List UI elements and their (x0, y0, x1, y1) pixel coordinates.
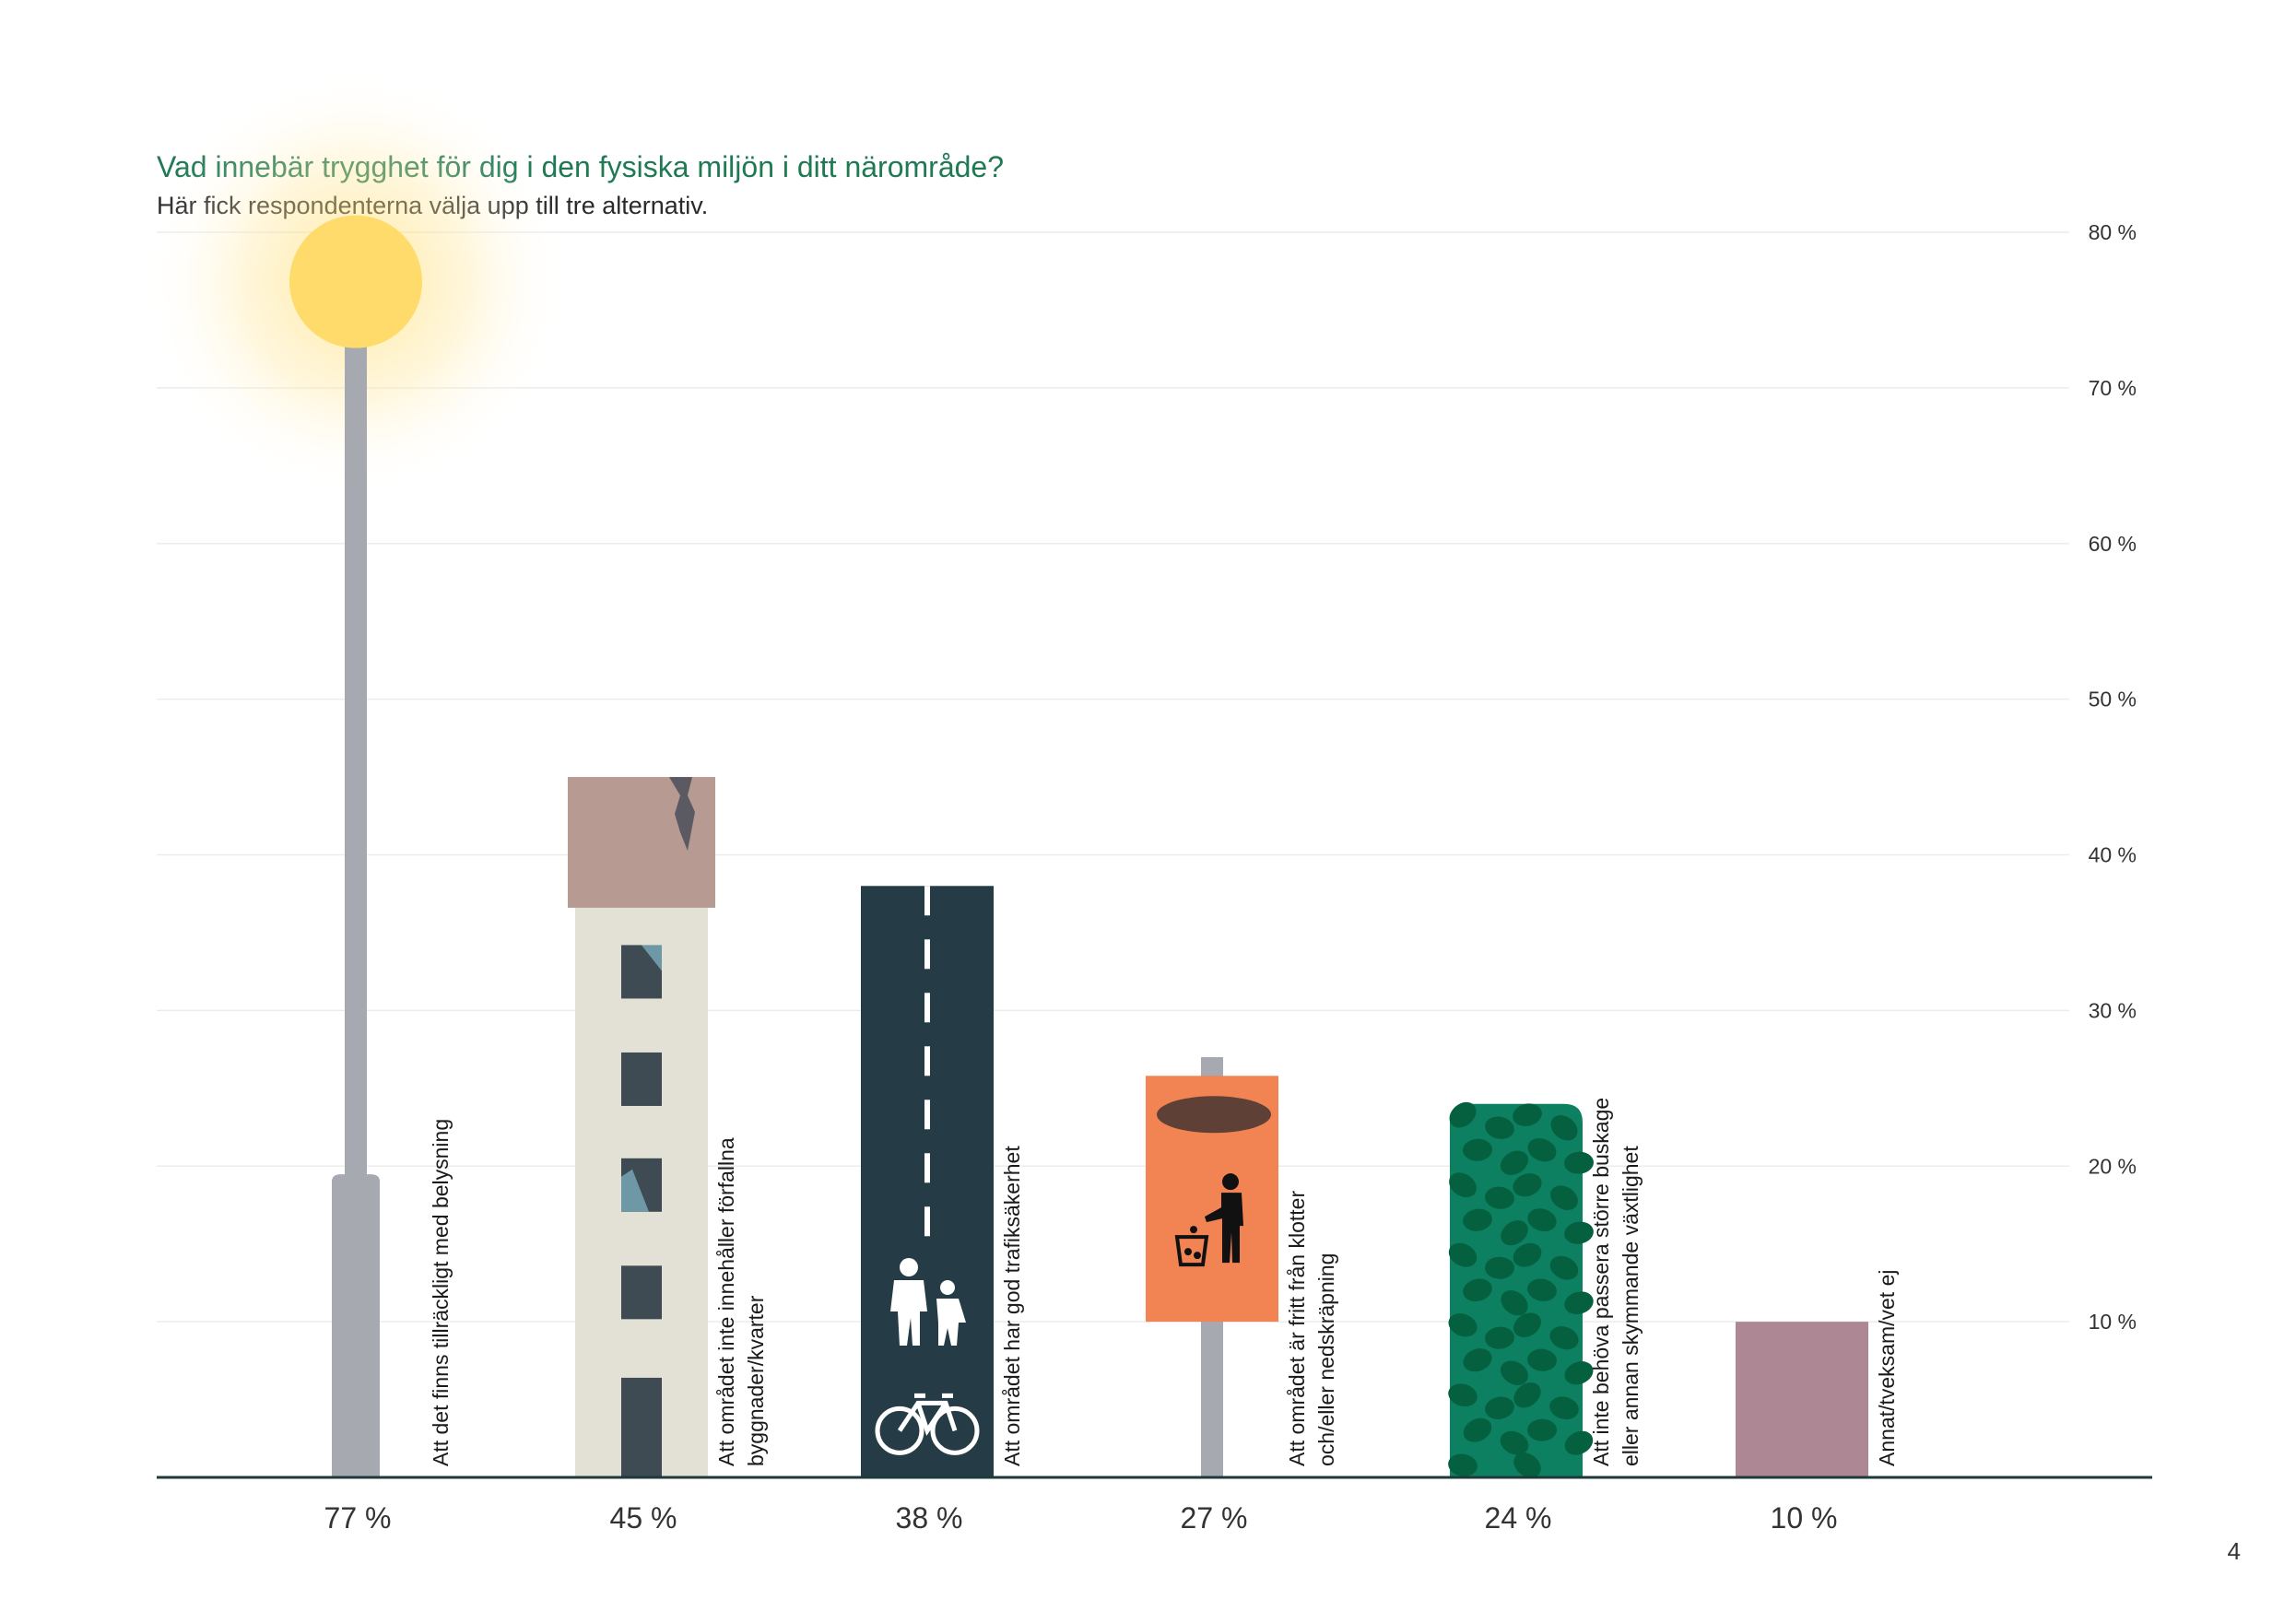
value-label: 24 % (1485, 1501, 1552, 1535)
building-door (621, 1377, 662, 1477)
hedge-leaf (1564, 1430, 1594, 1455)
lamp-light (289, 215, 422, 348)
category-label: Att området inte innehåller förfallna (714, 1137, 738, 1466)
road-marking (924, 886, 930, 916)
hedge-leaf (1513, 1312, 1541, 1337)
hedge (1450, 1103, 1583, 1477)
category-label: Att området har god trafiksäkerhet (1000, 1146, 1024, 1466)
hedge-leaf (1564, 1221, 1594, 1244)
hedge-leaf (1501, 1290, 1528, 1316)
sign-hole (1157, 1096, 1271, 1134)
hedge-leaf (1549, 1255, 1579, 1280)
hedge-leaf (1449, 1172, 1477, 1198)
category-label: Att det finns tillräckligt med belysning (429, 1119, 453, 1466)
y-tick-label: 70 % (2089, 376, 2137, 400)
hedge-leaf (1527, 1208, 1557, 1232)
littering-icon (1174, 1173, 1243, 1267)
y-tick-label: 10 % (2089, 1310, 2137, 1334)
bicycle-icon (875, 1393, 980, 1455)
value-label: 45 % (610, 1501, 677, 1535)
category-label: och/eller nedskräpning (1314, 1253, 1338, 1466)
window-glass (642, 945, 662, 971)
y-tick-label: 20 % (2089, 1154, 2137, 1178)
road-marking (924, 939, 930, 970)
hedge-leaf (1463, 1417, 1492, 1442)
building-window (621, 1052, 662, 1106)
hedge-leaf (1501, 1360, 1528, 1385)
value-label: 10 % (1771, 1501, 1838, 1535)
hedge-leaf (1485, 1326, 1514, 1349)
hedge-leaf (1527, 1418, 1557, 1441)
y-tick-label: 80 % (2089, 220, 2137, 244)
building-window (621, 1265, 662, 1320)
hedge-leaf (1513, 1173, 1542, 1197)
hedge-leaf (1448, 1383, 1478, 1407)
hedge-leaf (1485, 1256, 1514, 1279)
hedge-leaf (1500, 1430, 1529, 1455)
roof-crack (669, 777, 695, 852)
hedge-leaf (1527, 1138, 1557, 1162)
hedge-leaf (1527, 1278, 1557, 1301)
hedge-leaf (1485, 1116, 1514, 1139)
hedge-leaf (1463, 1278, 1492, 1302)
hedge-leaf (1549, 1326, 1579, 1350)
lamp-base (332, 1174, 380, 1477)
window-glass (621, 1169, 649, 1212)
hedge-leaf (1550, 1114, 1578, 1141)
value-label: 38 % (896, 1501, 963, 1535)
road-marking (924, 1100, 930, 1130)
road-marking (924, 1206, 930, 1237)
category-label: eller annan skymmande växtlighet (1619, 1146, 1643, 1466)
hedge-leaf (1500, 1150, 1529, 1175)
hedge-leaf (1463, 1208, 1492, 1231)
hedge-leaf (1513, 1242, 1542, 1267)
value-label: 27 % (1181, 1501, 1248, 1535)
road-marking (924, 1153, 930, 1183)
road-marking (924, 1046, 930, 1076)
hedge-leaf (1448, 1242, 1478, 1267)
hedge-leaf (1513, 1452, 1541, 1478)
hedge-leaf (1485, 1186, 1514, 1209)
building-roof (568, 777, 715, 908)
value-label: 77 % (324, 1501, 392, 1535)
hedge-leaf (1463, 1138, 1492, 1161)
bar-other (1736, 1322, 1868, 1477)
pedestrians-icon (890, 1258, 966, 1347)
y-tick-label: 50 % (2089, 688, 2137, 712)
category-label: Annat/tveksam/vet ej (1875, 1270, 1899, 1467)
hedge-leaf (1448, 1453, 1478, 1476)
hedge-leaf (1501, 1220, 1528, 1246)
road-marking (924, 993, 930, 1023)
hedge-leaf (1448, 1313, 1478, 1337)
hedge-leaf (1564, 1291, 1594, 1315)
hedge-leaf (1564, 1361, 1594, 1385)
hedge-leaf (1449, 1101, 1477, 1128)
hedge-leaf (1485, 1396, 1514, 1419)
hedge-leaf (1564, 1151, 1594, 1174)
y-tick-label: 30 % (2089, 998, 2137, 1022)
hedge-leaf (1549, 1396, 1579, 1420)
hedge-leaf (1513, 1382, 1541, 1408)
category-label: Att inte behöva passera större buskage (1589, 1098, 1613, 1466)
category-label: Att området är fritt från klotter (1285, 1191, 1309, 1466)
hedge-leaf (1527, 1348, 1557, 1371)
page-number: 4 (2227, 1537, 2241, 1565)
category-label: byggnader/kvarter (744, 1295, 768, 1466)
y-tick-label: 60 % (2089, 532, 2137, 556)
hedge-leaf (1463, 1348, 1492, 1372)
hedge-leaf (1550, 1185, 1578, 1211)
hedge-leaf (1513, 1103, 1542, 1126)
y-tick-label: 40 % (2089, 843, 2137, 867)
